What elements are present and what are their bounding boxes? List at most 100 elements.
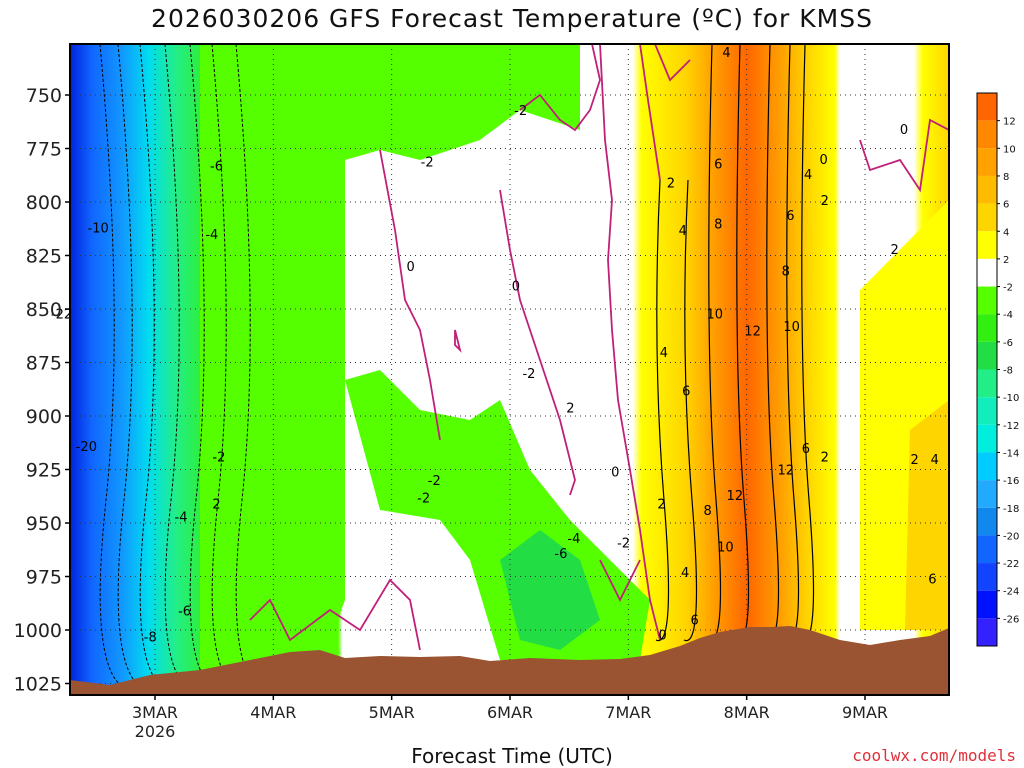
warm-lower-right-orange	[905, 400, 949, 630]
contour-label-7: 0	[819, 153, 827, 168]
colorbar-swatch-4	[977, 175, 997, 204]
x-tick-label-5MAR: 5MAR	[369, 703, 415, 722]
contour-label-8: 4	[804, 168, 812, 183]
contour-label-18: 0	[512, 279, 520, 294]
contour-label-43: -4	[567, 532, 580, 547]
colorbar-label-15: -18	[1003, 504, 1019, 515]
contour-label-5: -2	[421, 155, 434, 170]
colorbar: 12 10 8 6 4 2 -2 -4 -6 -8 -10 -12 -14 -16 -18 -20 -22 -24…	[976, 92, 1019, 647]
warm-isotherm-3	[707, 44, 722, 642]
warm-isotherm-1	[655, 179, 670, 642]
contour-label-14: 6	[786, 209, 794, 224]
colorbar-label-12: -12	[1003, 421, 1019, 432]
contour-label-40: 2	[657, 498, 665, 513]
x-axis-title: Forecast Time (UTC)	[411, 744, 613, 768]
contour-label-28: -2	[212, 451, 225, 466]
chart-title: 2026030206 GFS Forecast Temperature (ºC)…	[151, 4, 873, 33]
freezing-contour-1	[519, 44, 601, 132]
freezing-contour-8	[249, 578, 421, 651]
colorbar-label-16: -20	[1003, 531, 1019, 542]
x-tick-label-8MAR: 8MAR	[724, 703, 770, 722]
y-tick-label-750: 750	[26, 85, 62, 107]
contour-label-50: 6	[690, 613, 698, 628]
contour-label-9: 2	[667, 177, 675, 192]
colorbar-swatch-5	[977, 203, 997, 232]
contour-label-26: 6	[682, 384, 690, 399]
freezing-contour-7	[654, 44, 691, 82]
contour-label-31: 2	[911, 453, 919, 468]
y-tick-label-850: 850	[26, 299, 62, 321]
y-tick-label-950: 950	[26, 513, 62, 535]
colorbar-swatch-2	[977, 120, 997, 149]
contour-label-13: 8	[714, 217, 722, 232]
contour-label-11: -10	[88, 222, 109, 237]
cold-air-shading	[200, 44, 949, 670]
y-tick-label-975: 975	[26, 567, 62, 589]
contour-label-41: 8	[703, 504, 711, 519]
colorbar-swatch-11	[977, 369, 997, 398]
contour-label-24: 4	[660, 346, 668, 361]
y-tick-label-925: 925	[26, 460, 62, 482]
contour-label-42: -4	[175, 511, 188, 526]
warm-isotherm-4	[735, 44, 750, 642]
x-tick-sublabel-3MAR: 2026	[135, 722, 176, 741]
y-tick-label-1025: 1025	[14, 674, 62, 696]
contour-label-1: 4	[722, 46, 730, 61]
colorbar-swatch-9	[977, 314, 997, 342]
colorbar-label-18: -24	[1003, 587, 1019, 598]
freezing-contour-3	[379, 149, 441, 441]
contour-label-35: 0	[611, 466, 619, 481]
warm-isotherm-7	[800, 44, 815, 642]
colorbar-label-13: -14	[1003, 448, 1019, 459]
colorbar-swatch-7	[977, 258, 997, 287]
contour-label-48: 6	[928, 573, 936, 588]
terrain	[70, 626, 949, 695]
colorbar-swatch-14	[977, 452, 997, 481]
contour-label-45: 10	[717, 541, 734, 556]
freezing-line-contours	[99, 44, 949, 691]
colorbar-label-9: -6	[1003, 338, 1013, 349]
terrain-surface	[70, 626, 949, 695]
contour-label-16: 2	[890, 243, 898, 258]
colorbar-label-11: -10	[1003, 393, 1019, 404]
contour-label-30: 2	[821, 451, 829, 466]
freezing-contour-6	[859, 118, 949, 193]
contour-label-47: 4	[681, 566, 689, 581]
colorbar-swatch-18	[977, 563, 997, 591]
contour-label-20: -22	[51, 307, 72, 322]
contour-label-3: 0	[900, 123, 908, 138]
colorbar-swatch-10	[977, 341, 997, 370]
credit-link[interactable]: coolwx.com/models	[852, 746, 1016, 765]
x-tick-label-4MAR: 4MAR	[250, 703, 296, 722]
contour-label-52: 0	[659, 628, 667, 643]
colorbar-label-4: 6	[1003, 200, 1009, 211]
y-tick-label-900: 900	[26, 406, 62, 428]
contour-label-10: 2	[821, 194, 829, 209]
contour-label-38: -2	[417, 491, 430, 506]
contour-label-19: 8	[782, 264, 790, 279]
x-tick-label-7MAR: 7MAR	[605, 703, 651, 722]
colorbar-swatch-12	[977, 397, 997, 425]
warm-isotherm-6	[785, 44, 800, 642]
contour-label-12: -4	[205, 228, 218, 243]
warm-isotherm-5	[765, 44, 780, 642]
freezing-contour-5	[639, 44, 661, 181]
warm-isotherm-2	[683, 179, 698, 642]
cold-pool-region	[500, 530, 600, 650]
colorbar-swatch-17	[977, 535, 997, 564]
colorbar-label-6: 2	[1003, 255, 1009, 266]
x-tick-label-6MAR: 6MAR	[487, 703, 533, 722]
grid-lines	[70, 44, 949, 695]
colorbar-label-8: -4	[1003, 310, 1013, 321]
contour-label-44: -2	[617, 536, 630, 551]
colorbar-label-19: -26	[1003, 614, 1019, 625]
freezing-contour-4	[499, 189, 576, 496]
contour-label-22: 10	[783, 320, 800, 335]
contour-label-46: -6	[554, 547, 567, 562]
y-tick-label-775: 775	[26, 139, 62, 161]
contour-label-33: 6	[802, 442, 810, 457]
contour-label-21: 10	[706, 307, 723, 322]
freezing-contour-9	[599, 559, 641, 603]
colorbar-swatch-3	[977, 148, 997, 176]
